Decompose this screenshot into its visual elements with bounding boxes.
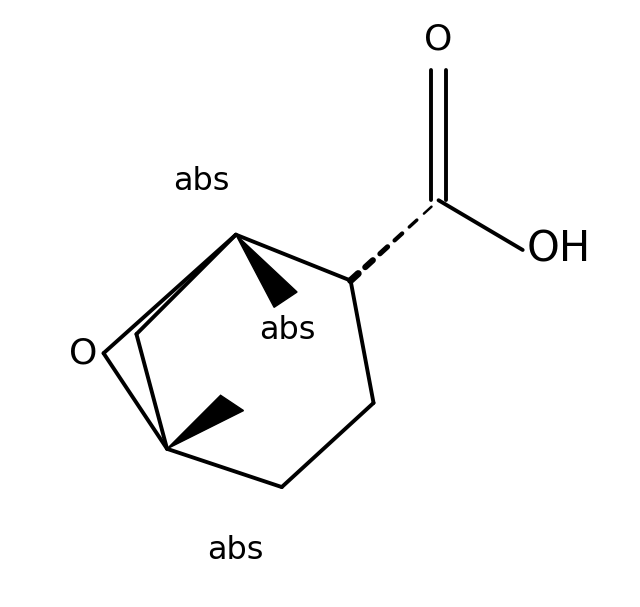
Text: O: O [69,336,97,370]
Text: abs: abs [259,315,316,346]
Text: O: O [424,22,452,56]
Text: abs: abs [207,535,264,566]
Text: abs: abs [173,166,230,197]
Polygon shape [236,235,297,307]
Text: OH: OH [527,229,591,271]
Polygon shape [167,395,243,449]
